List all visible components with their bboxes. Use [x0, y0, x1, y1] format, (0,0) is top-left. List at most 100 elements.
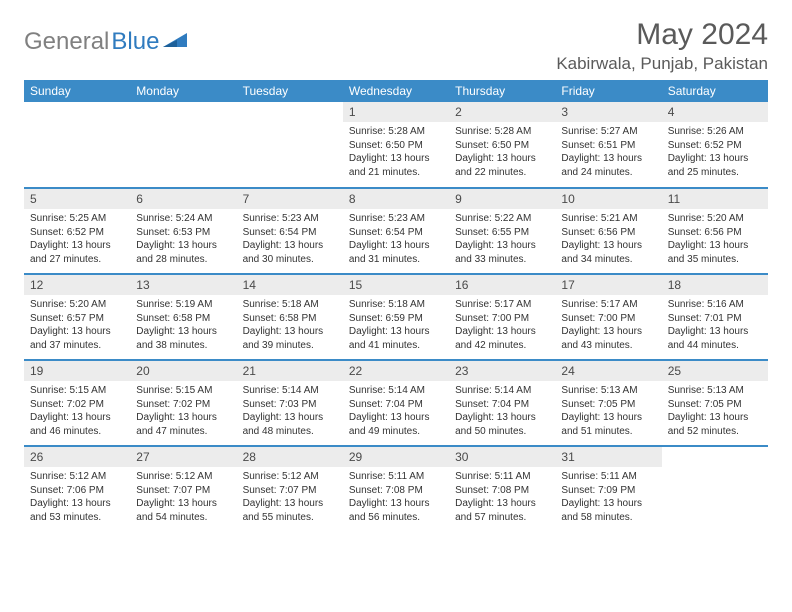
day-number: 21	[237, 361, 343, 381]
day-number: 6	[130, 189, 236, 209]
day-cell: 12Sunrise: 5:20 AMSunset: 6:57 PMDayligh…	[24, 274, 130, 360]
day-number: 4	[662, 102, 768, 122]
day-number: 25	[662, 361, 768, 381]
day-number: 9	[449, 189, 555, 209]
day-details: Sunrise: 5:16 AMSunset: 7:01 PMDaylight:…	[662, 295, 768, 358]
day-details: Sunrise: 5:15 AMSunset: 7:02 PMDaylight:…	[130, 381, 236, 444]
calendar-row: 1Sunrise: 5:28 AMSunset: 6:50 PMDaylight…	[24, 102, 768, 188]
day-details: Sunrise: 5:26 AMSunset: 6:52 PMDaylight:…	[662, 122, 768, 185]
day-details: Sunrise: 5:23 AMSunset: 6:54 PMDaylight:…	[237, 209, 343, 272]
day-details: Sunrise: 5:23 AMSunset: 6:54 PMDaylight:…	[343, 209, 449, 272]
day-number: 14	[237, 275, 343, 295]
location-text: Kabirwala, Punjab, Pakistan	[556, 54, 768, 74]
day-details: Sunrise: 5:20 AMSunset: 6:57 PMDaylight:…	[24, 295, 130, 358]
day-cell: 23Sunrise: 5:14 AMSunset: 7:04 PMDayligh…	[449, 360, 555, 446]
day-details: Sunrise: 5:27 AMSunset: 6:51 PMDaylight:…	[555, 122, 661, 185]
day-details: Sunrise: 5:12 AMSunset: 7:06 PMDaylight:…	[24, 467, 130, 530]
day-cell: 28Sunrise: 5:12 AMSunset: 7:07 PMDayligh…	[237, 446, 343, 532]
empty-cell	[130, 102, 236, 188]
calendar-body: 1Sunrise: 5:28 AMSunset: 6:50 PMDaylight…	[24, 102, 768, 532]
calendar-row: 12Sunrise: 5:20 AMSunset: 6:57 PMDayligh…	[24, 274, 768, 360]
day-cell: 8Sunrise: 5:23 AMSunset: 6:54 PMDaylight…	[343, 188, 449, 274]
calendar-page: GeneralBlue May 2024 Kabirwala, Punjab, …	[0, 0, 792, 550]
day-number: 28	[237, 447, 343, 467]
day-details: Sunrise: 5:18 AMSunset: 6:58 PMDaylight:…	[237, 295, 343, 358]
day-details: Sunrise: 5:11 AMSunset: 7:08 PMDaylight:…	[343, 467, 449, 530]
day-cell: 18Sunrise: 5:16 AMSunset: 7:01 PMDayligh…	[662, 274, 768, 360]
weekday-header: Monday	[130, 80, 236, 102]
weekday-header: Thursday	[449, 80, 555, 102]
day-number: 19	[24, 361, 130, 381]
day-number: 27	[130, 447, 236, 467]
calendar-row: 19Sunrise: 5:15 AMSunset: 7:02 PMDayligh…	[24, 360, 768, 446]
day-cell: 16Sunrise: 5:17 AMSunset: 7:00 PMDayligh…	[449, 274, 555, 360]
title-block: May 2024 Kabirwala, Punjab, Pakistan	[556, 18, 768, 74]
day-number: 16	[449, 275, 555, 295]
day-number: 7	[237, 189, 343, 209]
day-number: 26	[24, 447, 130, 467]
weekday-header: Saturday	[662, 80, 768, 102]
day-cell: 10Sunrise: 5:21 AMSunset: 6:56 PMDayligh…	[555, 188, 661, 274]
day-cell: 25Sunrise: 5:13 AMSunset: 7:05 PMDayligh…	[662, 360, 768, 446]
day-cell: 5Sunrise: 5:25 AMSunset: 6:52 PMDaylight…	[24, 188, 130, 274]
day-details: Sunrise: 5:28 AMSunset: 6:50 PMDaylight:…	[449, 122, 555, 185]
weekday-header: Friday	[555, 80, 661, 102]
day-number: 31	[555, 447, 661, 467]
day-details: Sunrise: 5:21 AMSunset: 6:56 PMDaylight:…	[555, 209, 661, 272]
day-details: Sunrise: 5:19 AMSunset: 6:58 PMDaylight:…	[130, 295, 236, 358]
day-number: 29	[343, 447, 449, 467]
day-details: Sunrise: 5:17 AMSunset: 7:00 PMDaylight:…	[449, 295, 555, 358]
day-details: Sunrise: 5:25 AMSunset: 6:52 PMDaylight:…	[24, 209, 130, 272]
day-number: 15	[343, 275, 449, 295]
day-number: 12	[24, 275, 130, 295]
brand-triangle-icon	[163, 31, 189, 54]
day-details: Sunrise: 5:12 AMSunset: 7:07 PMDaylight:…	[237, 467, 343, 530]
day-details: Sunrise: 5:22 AMSunset: 6:55 PMDaylight:…	[449, 209, 555, 272]
day-number: 18	[662, 275, 768, 295]
day-cell: 21Sunrise: 5:14 AMSunset: 7:03 PMDayligh…	[237, 360, 343, 446]
day-cell: 26Sunrise: 5:12 AMSunset: 7:06 PMDayligh…	[24, 446, 130, 532]
day-cell: 9Sunrise: 5:22 AMSunset: 6:55 PMDaylight…	[449, 188, 555, 274]
day-details: Sunrise: 5:17 AMSunset: 7:00 PMDaylight:…	[555, 295, 661, 358]
day-cell: 1Sunrise: 5:28 AMSunset: 6:50 PMDaylight…	[343, 102, 449, 188]
day-cell: 13Sunrise: 5:19 AMSunset: 6:58 PMDayligh…	[130, 274, 236, 360]
day-number: 22	[343, 361, 449, 381]
day-number: 17	[555, 275, 661, 295]
weekday-header: Tuesday	[237, 80, 343, 102]
day-details: Sunrise: 5:14 AMSunset: 7:04 PMDaylight:…	[343, 381, 449, 444]
day-cell: 7Sunrise: 5:23 AMSunset: 6:54 PMDaylight…	[237, 188, 343, 274]
day-details: Sunrise: 5:20 AMSunset: 6:56 PMDaylight:…	[662, 209, 768, 272]
day-cell: 11Sunrise: 5:20 AMSunset: 6:56 PMDayligh…	[662, 188, 768, 274]
empty-cell	[237, 102, 343, 188]
calendar-row: 5Sunrise: 5:25 AMSunset: 6:52 PMDaylight…	[24, 188, 768, 274]
empty-cell	[662, 446, 768, 532]
month-title: May 2024	[556, 18, 768, 52]
day-cell: 14Sunrise: 5:18 AMSunset: 6:58 PMDayligh…	[237, 274, 343, 360]
brand-name-1: General	[24, 28, 109, 56]
day-cell: 6Sunrise: 5:24 AMSunset: 6:53 PMDaylight…	[130, 188, 236, 274]
weekday-header: Wednesday	[343, 80, 449, 102]
day-number: 13	[130, 275, 236, 295]
day-details: Sunrise: 5:28 AMSunset: 6:50 PMDaylight:…	[343, 122, 449, 185]
brand-name-2: Blue	[111, 28, 159, 56]
weekday-header-row: SundayMondayTuesdayWednesdayThursdayFrid…	[24, 80, 768, 102]
day-number: 23	[449, 361, 555, 381]
day-details: Sunrise: 5:24 AMSunset: 6:53 PMDaylight:…	[130, 209, 236, 272]
day-number: 30	[449, 447, 555, 467]
day-cell: 3Sunrise: 5:27 AMSunset: 6:51 PMDaylight…	[555, 102, 661, 188]
day-cell: 24Sunrise: 5:13 AMSunset: 7:05 PMDayligh…	[555, 360, 661, 446]
day-number: 11	[662, 189, 768, 209]
calendar-row: 26Sunrise: 5:12 AMSunset: 7:06 PMDayligh…	[24, 446, 768, 532]
day-cell: 4Sunrise: 5:26 AMSunset: 6:52 PMDaylight…	[662, 102, 768, 188]
empty-cell	[24, 102, 130, 188]
day-details: Sunrise: 5:13 AMSunset: 7:05 PMDaylight:…	[555, 381, 661, 444]
day-details: Sunrise: 5:14 AMSunset: 7:03 PMDaylight:…	[237, 381, 343, 444]
day-cell: 22Sunrise: 5:14 AMSunset: 7:04 PMDayligh…	[343, 360, 449, 446]
day-details: Sunrise: 5:12 AMSunset: 7:07 PMDaylight:…	[130, 467, 236, 530]
day-number: 24	[555, 361, 661, 381]
day-cell: 30Sunrise: 5:11 AMSunset: 7:08 PMDayligh…	[449, 446, 555, 532]
day-cell: 2Sunrise: 5:28 AMSunset: 6:50 PMDaylight…	[449, 102, 555, 188]
day-details: Sunrise: 5:14 AMSunset: 7:04 PMDaylight:…	[449, 381, 555, 444]
day-cell: 31Sunrise: 5:11 AMSunset: 7:09 PMDayligh…	[555, 446, 661, 532]
day-details: Sunrise: 5:11 AMSunset: 7:09 PMDaylight:…	[555, 467, 661, 530]
